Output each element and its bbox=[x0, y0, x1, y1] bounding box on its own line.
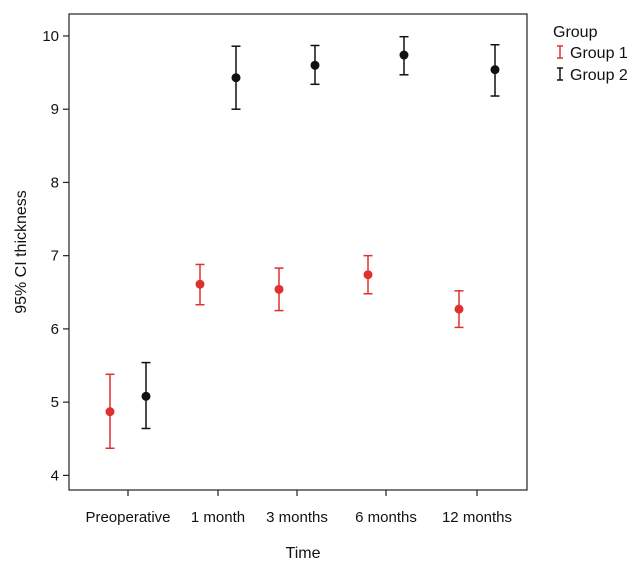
plot-frame bbox=[68, 13, 528, 491]
x-axis: Preoperative 1 month 3 months 6 months 12 mo… bbox=[85, 490, 512, 526]
mean-point bbox=[141, 391, 151, 401]
y-tick-label: 5 bbox=[51, 394, 59, 411]
mean-point bbox=[105, 407, 115, 417]
x-tick-label: 3 months bbox=[266, 509, 328, 526]
mean-point bbox=[231, 73, 241, 83]
series-1 bbox=[105, 254, 464, 450]
x-tick-label: 6 months bbox=[355, 509, 417, 526]
mean-point bbox=[363, 270, 373, 280]
mean-point bbox=[454, 304, 464, 314]
chart-marks bbox=[105, 35, 500, 450]
legend-title: Group bbox=[553, 24, 598, 41]
x-axis-title: Time bbox=[286, 545, 321, 562]
x-tick-label: 12 months bbox=[442, 509, 512, 526]
mean-point bbox=[399, 50, 409, 60]
y-tick-label: 10 bbox=[42, 28, 59, 45]
series-2 bbox=[141, 35, 500, 430]
mean-point bbox=[490, 65, 500, 75]
mean-point bbox=[310, 60, 320, 70]
x-tick-label: Preoperative bbox=[85, 509, 170, 526]
x-tick-label: 1 month bbox=[191, 509, 245, 526]
y-tick-label: 8 bbox=[51, 174, 59, 191]
y-axis-title: 95% CI thickness bbox=[13, 190, 30, 314]
y-tick-label: 9 bbox=[51, 101, 59, 118]
y-axis: 4 5 6 7 8 9 10 bbox=[42, 28, 69, 484]
legend-label: Group 2 bbox=[570, 67, 628, 84]
y-tick-label: 6 bbox=[51, 321, 59, 338]
mean-point bbox=[195, 279, 205, 289]
mean-point bbox=[274, 284, 284, 294]
legend: Group Group 1 Group 2 bbox=[553, 24, 628, 84]
y-tick-label: 4 bbox=[51, 467, 59, 484]
y-tick-label: 7 bbox=[51, 248, 59, 265]
legend-label: Group 1 bbox=[570, 45, 628, 62]
legend-items: Group 1 Group 2 bbox=[557, 45, 628, 84]
